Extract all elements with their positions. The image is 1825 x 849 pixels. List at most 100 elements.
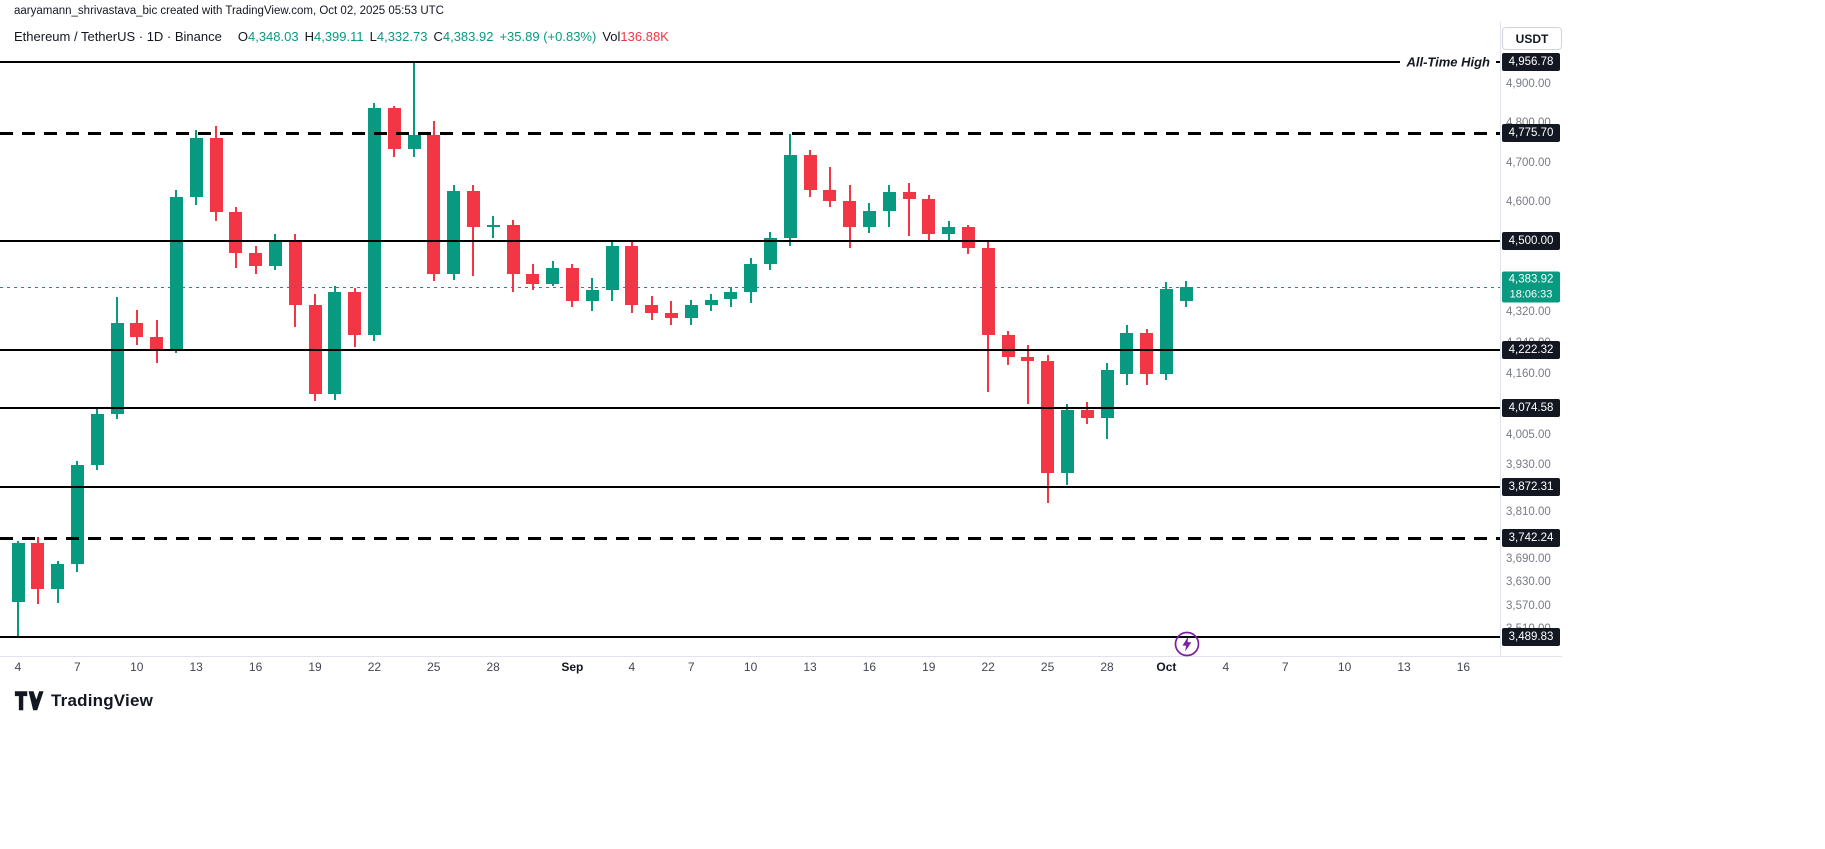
price-level-line[interactable] bbox=[0, 406, 1500, 409]
price-tick-label: 4,900.00 bbox=[1506, 78, 1551, 91]
candle bbox=[506, 224, 520, 274]
current-price-line bbox=[0, 286, 1500, 288]
candle bbox=[961, 226, 975, 249]
tradingview-logo[interactable]: TradingView bbox=[14, 690, 153, 712]
price-level-badge: 4,500.00 bbox=[1502, 232, 1560, 251]
candle bbox=[11, 542, 25, 602]
candle bbox=[427, 135, 441, 274]
price-level-line[interactable] bbox=[0, 240, 1500, 243]
price-level-line[interactable] bbox=[0, 60, 1500, 63]
candle bbox=[1140, 332, 1154, 375]
time-axis-label: 22 bbox=[367, 660, 382, 674]
candle bbox=[1060, 410, 1074, 474]
candle bbox=[150, 337, 164, 350]
all-time-high-label: All-Time High bbox=[1400, 54, 1496, 70]
time-axis-label: 4 bbox=[628, 660, 636, 674]
time-axis-label: 19 bbox=[308, 660, 322, 674]
time-axis-label: 28 bbox=[1100, 660, 1114, 674]
low-label: L bbox=[369, 29, 377, 44]
price-level-line[interactable] bbox=[0, 131, 1500, 135]
candle bbox=[585, 289, 599, 301]
candle bbox=[803, 155, 817, 190]
candle bbox=[645, 305, 659, 314]
candle bbox=[1001, 335, 1015, 357]
candle-wick bbox=[828, 167, 831, 207]
price-level-badge: 3,489.83 bbox=[1502, 628, 1560, 647]
price-level-badge: 4,775.70 bbox=[1502, 123, 1560, 142]
price-axis-separator bbox=[1500, 22, 1501, 656]
open-value: 4,348.03 bbox=[247, 29, 299, 44]
candle bbox=[288, 241, 302, 306]
candle bbox=[882, 192, 896, 211]
candle bbox=[70, 465, 84, 565]
time-axis-label: 4 bbox=[14, 660, 22, 674]
candle bbox=[348, 291, 362, 336]
candle bbox=[704, 299, 718, 306]
candle bbox=[130, 323, 144, 338]
time-axis-label: 10 bbox=[743, 660, 758, 674]
time-axis-label: Sep bbox=[561, 660, 584, 674]
candle-wick bbox=[413, 61, 415, 158]
price-level-line[interactable] bbox=[0, 537, 1500, 541]
candle bbox=[367, 107, 381, 336]
candle bbox=[763, 238, 777, 265]
candle bbox=[407, 135, 421, 150]
candle-wick bbox=[908, 183, 910, 237]
tradingview-logo-icon bbox=[14, 690, 44, 712]
time-axis-label: 7 bbox=[74, 660, 81, 674]
candle bbox=[169, 196, 183, 350]
candle bbox=[189, 137, 203, 197]
price-tick-label: 4,700.00 bbox=[1506, 156, 1551, 169]
time-axis-label: 7 bbox=[687, 660, 695, 674]
price-tick-label: 3,810.00 bbox=[1506, 505, 1551, 518]
candle bbox=[625, 246, 639, 306]
volume-value: 136.88K bbox=[620, 29, 669, 44]
price-axis[interactable]: 4,956.78 4,775.70 4,500.00 4,222.32 4,074.58… bbox=[1500, 0, 1564, 680]
candle bbox=[862, 210, 876, 227]
current-price-value: 4,383.92 bbox=[1508, 273, 1554, 286]
price-tick-label: 4,005.00 bbox=[1506, 429, 1551, 442]
time-axis-label: 28 bbox=[486, 660, 500, 674]
change-value: +35.89 (+0.83%) bbox=[499, 29, 597, 44]
current-price-badge: 4,383.92 18:06:33 bbox=[1502, 271, 1560, 303]
candle bbox=[1041, 360, 1055, 474]
time-axis-label: 13 bbox=[1397, 660, 1411, 674]
close-label: C bbox=[433, 29, 443, 44]
price-level-badge: 4,956.78 bbox=[1502, 52, 1560, 71]
price-level-line[interactable] bbox=[0, 636, 1500, 639]
candle bbox=[823, 189, 837, 201]
candle bbox=[1120, 332, 1134, 375]
candle bbox=[546, 267, 560, 284]
candle bbox=[783, 155, 797, 239]
candle bbox=[526, 274, 540, 284]
close-value: 4,383.92 bbox=[442, 29, 494, 44]
time-axis-label: 25 bbox=[427, 660, 441, 674]
time-axis[interactable]: 4 7 10 13 16 19 22 25 28 Sep 4 7 10 13 16 19 22 25 28 Oct 4 7… bbox=[0, 656, 1500, 682]
high-label: H bbox=[304, 29, 314, 44]
price-level-badge: 3,872.31 bbox=[1502, 478, 1560, 497]
candle-wick bbox=[670, 300, 673, 326]
time-axis-label: 10 bbox=[130, 660, 144, 674]
candle bbox=[843, 200, 857, 227]
candle bbox=[51, 564, 65, 589]
time-axis-label: 22 bbox=[981, 660, 995, 674]
time-axis-label: Oct bbox=[1156, 660, 1177, 674]
time-axis-label: 4 bbox=[1222, 660, 1230, 674]
time-axis-label: 16 bbox=[248, 660, 263, 674]
candle bbox=[664, 313, 678, 319]
price-level-line[interactable] bbox=[0, 486, 1500, 489]
boost-lightning-icon[interactable] bbox=[1173, 630, 1201, 658]
candle bbox=[447, 190, 461, 274]
low-value: 4,332.73 bbox=[376, 29, 428, 44]
candle bbox=[209, 137, 223, 212]
symbol-title[interactable]: Ethereum / TetherUS · 1D · Binance bbox=[14, 29, 222, 44]
chart-area[interactable]: All-Time High bbox=[0, 0, 1500, 656]
volume-label: Vol bbox=[602, 29, 621, 44]
candle bbox=[90, 413, 104, 466]
currency-toggle-button[interactable]: USDT bbox=[1502, 27, 1562, 50]
price-level-line[interactable] bbox=[0, 348, 1500, 351]
time-axis-label: 13 bbox=[189, 660, 203, 674]
symbol-legend: Ethereum / TetherUS · 1D · Binance O4,348… bbox=[14, 29, 669, 44]
candle-wick bbox=[472, 185, 475, 276]
